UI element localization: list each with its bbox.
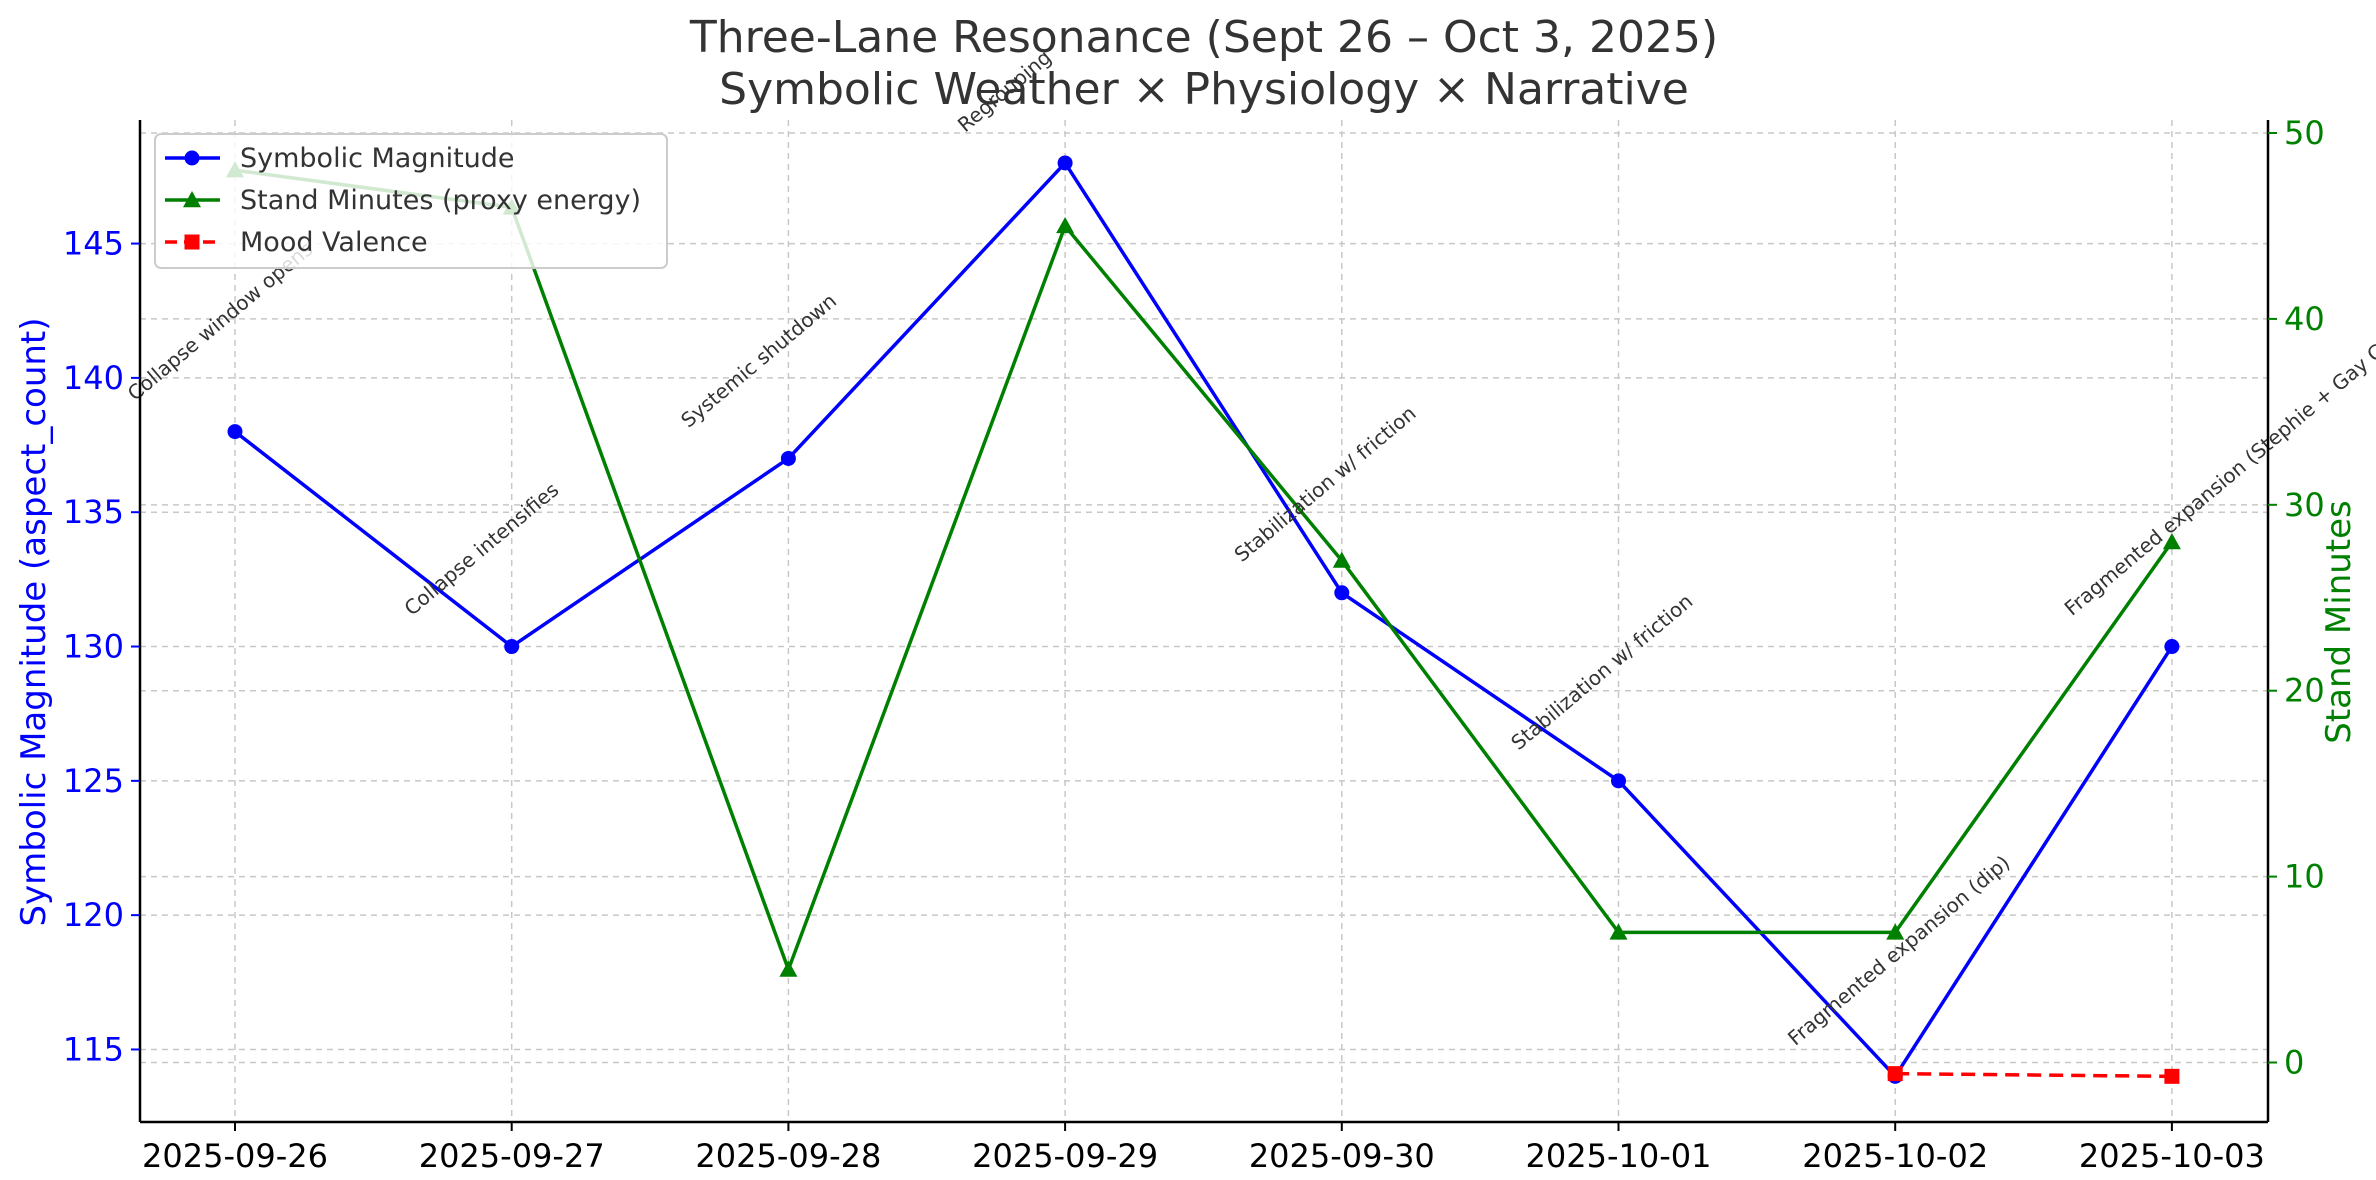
y-left-tick-label: 145: [63, 225, 124, 263]
axes: 2025-09-26 2025-09-27 2025-09-28 2025-09-29…: [63, 114, 2325, 1175]
y-left-tick-label: 135: [63, 493, 124, 531]
legend-label-stand-minutes-proxy-energy: Stand Minutes (proxy energy): [240, 185, 641, 216]
series-line-mood-valence: [1895, 1071, 2172, 1079]
x-tick-label: 2025-09-27: [419, 1137, 605, 1175]
data-point-symbolic-magnitude: [227, 424, 243, 440]
series-stand-minutes-proxy-energy: [226, 161, 2181, 977]
data-point-stand-minutes-proxy-energy: [779, 960, 798, 977]
x-tick-label: 2025-09-29: [972, 1137, 1158, 1175]
legend-marker-stand-minutes-proxy-energy: [183, 191, 201, 208]
y-right-tick-label: 20: [2284, 672, 2325, 710]
series-layer: [226, 155, 2181, 1084]
data-point-stand-minutes-proxy-energy: [1886, 923, 1905, 940]
y-left-tick-label: 120: [63, 896, 124, 934]
annotation-label: Stabilization w/ friction: [1506, 589, 1697, 755]
data-point-symbolic-magnitude: [2164, 639, 2180, 655]
data-point-stand-minutes-proxy-energy: [1332, 551, 1351, 568]
data-point-mood-valence: [2164, 1068, 2180, 1084]
data-point-symbolic-magnitude: [1057, 155, 1073, 171]
data-point-stand-minutes-proxy-energy: [1609, 923, 1628, 940]
legend: Symbolic Magnitude Stand Minutes (proxy e…: [154, 133, 668, 269]
y-right-tick-label: 10: [2284, 858, 2325, 896]
chart-subtitle: Symbolic Weather × Physiology × Narrativ…: [719, 64, 1689, 115]
chart-title: Three-Lane Resonance (Sept 26 – Oct 3, 2…: [689, 12, 1718, 63]
annotation-label: Fragmented expansion (dip): [1783, 850, 2015, 1050]
grid-lines: [140, 120, 2268, 1122]
data-point-symbolic-magnitude: [1611, 773, 1626, 789]
legend-label-mood-valence: Mood Valence: [240, 227, 428, 258]
legend-marker-mood-valence: [184, 234, 200, 250]
legend-box: [154, 133, 668, 269]
x-tick-label: 2025-10-02: [1802, 1137, 1988, 1175]
x-tick-label: 2025-09-26: [142, 1137, 328, 1175]
series-mood-valence: [1887, 1066, 2180, 1084]
data-point-symbolic-magnitude: [780, 450, 796, 466]
legend-label-symbolic-magnitude: Symbolic Magnitude: [240, 143, 515, 174]
data-point-stand-minutes-proxy-energy: [2162, 532, 2181, 550]
y-left-tick-label: 140: [63, 359, 124, 397]
series-line-symbolic-magnitude: [233, 161, 2174, 1079]
data-point-symbolic-magnitude: [1334, 585, 1350, 601]
y-left-tick-label: 115: [63, 1030, 124, 1068]
data-point-mood-valence: [1887, 1066, 1903, 1082]
y-right-tick-label: 50: [2284, 114, 2325, 152]
x-tick-label: 2025-10-01: [1526, 1137, 1712, 1175]
data-point-symbolic-magnitude: [504, 639, 520, 655]
x-tick-label: 2025-09-30: [1249, 1137, 1435, 1175]
annotation-label: Systemic shutdown: [676, 289, 841, 433]
y-left-tick-label: 130: [63, 628, 124, 666]
y-axis-right-label: Stand Minutes: [2319, 500, 2359, 744]
y-right-tick-label: 40: [2284, 300, 2325, 338]
series-line-stand-minutes-proxy-energy: [234, 168, 2174, 972]
data-point-stand-minutes-proxy-energy: [1056, 216, 1075, 234]
y-right-tick-label: 0: [2284, 1044, 2304, 1082]
annotation-label: Collapse intensifies: [399, 477, 563, 620]
y-right-tick-label: 30: [2284, 486, 2325, 524]
x-tick-label: 2025-09-28: [695, 1137, 881, 1175]
y-axis-left-label: Symbolic Magnitude (aspect_count): [14, 317, 54, 926]
y-left-tick-label: 125: [63, 762, 124, 800]
legend-marker-symbolic-magnitude: [184, 150, 200, 166]
x-tick-label: 2025-10-03: [2079, 1137, 2265, 1175]
